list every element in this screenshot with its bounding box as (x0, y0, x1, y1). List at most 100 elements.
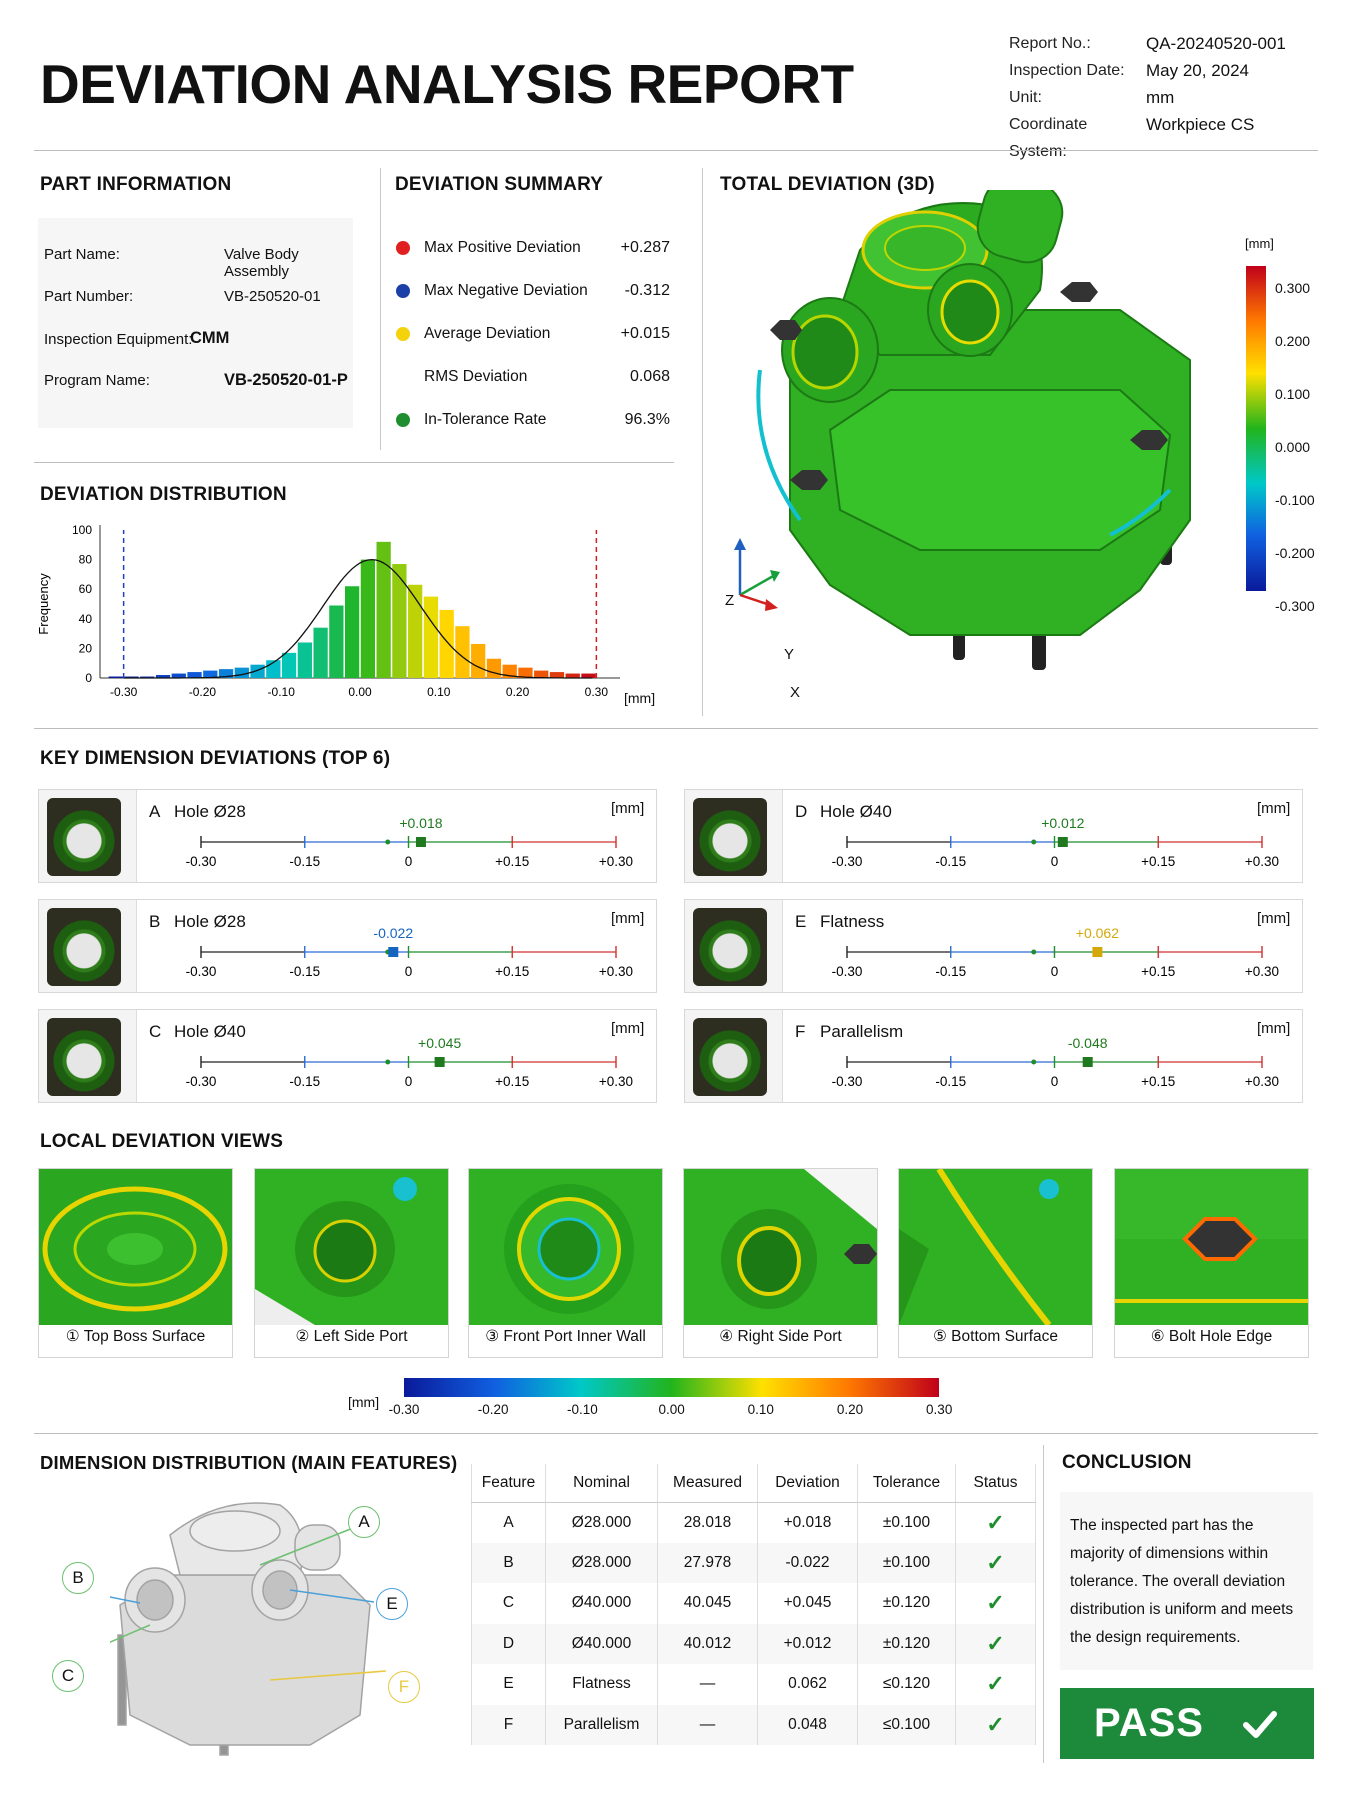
histogram-bar (171, 673, 186, 678)
histogram-bar (155, 675, 171, 678)
scale-tick-label: -0.30 (832, 854, 863, 869)
local-view-card[interactable]: ① Top Boss Surface (38, 1168, 233, 1358)
scale-tick-label: +0.15 (1141, 964, 1175, 979)
histogram-bar (360, 559, 376, 678)
scale-tick-label: 0 (405, 964, 413, 979)
scale-tick-label: 0 (1051, 854, 1059, 869)
local-scale-tick: 0.30 (926, 1402, 953, 1417)
local-view-card[interactable]: ③ Front Port Inner Wall (468, 1168, 663, 1358)
scale-tick: 0.100 (1275, 386, 1311, 402)
histogram-bar (565, 673, 580, 678)
dimension-name: Parallelism (820, 1022, 904, 1041)
dimension-scale: -0.30 -0.15 0 +0.15 +0.30 -0.048 (832, 1035, 1279, 1089)
table-cell: ±0.120 (857, 1583, 956, 1624)
local-view-card[interactable]: ② Left Side Port (254, 1168, 449, 1358)
dimension-card: E Flatness [mm] -0.30 -0.15 0 +0.15 +0.30 +0.… (684, 899, 1303, 993)
program-value: VB-250520-01-P (224, 371, 348, 389)
scale-tick-label: +0.30 (599, 964, 633, 979)
part-name-value: Valve Body Assembly (224, 246, 299, 280)
status-check-icon: ✓ (955, 1664, 1036, 1705)
histogram-bar (376, 541, 391, 678)
scale-tick: 0.200 (1275, 333, 1311, 349)
callout-c: C (52, 1660, 84, 1692)
histogram-bar (455, 626, 470, 678)
histogram-bar (408, 584, 423, 678)
meta-key: Unit: (1009, 89, 1042, 106)
dimension-scale: -0.30 -0.15 0 +0.15 +0.30 +0.018 (186, 815, 633, 869)
local-view-image (39, 1169, 232, 1325)
table-cell: D (471, 1623, 546, 1664)
local-view-caption: ⑤ Bottom Surface (932, 1328, 1059, 1345)
local-scale-tick: -0.30 (388, 1402, 420, 1417)
table-header-row: Feature Nominal Measured Deviation Toler… (471, 1464, 1036, 1503)
meta-key: Inspection Date: (1009, 62, 1125, 79)
local-scale-tick: -0.10 (567, 1402, 598, 1417)
red-dot-icon (396, 241, 410, 255)
table-row: E Flatness —0.062 ≤0.120 ✓ (471, 1664, 1036, 1705)
x-tick-label: -0.20 (189, 685, 217, 699)
scale-tick: 0.300 (1275, 280, 1311, 296)
table-cell: ±0.120 (857, 1623, 956, 1664)
report-title: DEVIATION ANALYSIS REPORT (40, 53, 854, 115)
local-view-caption: ⑥ Bolt Hole Edge (1150, 1328, 1273, 1345)
scale-tick-label: -0.30 (186, 1074, 217, 1089)
callout-a: A (348, 1506, 380, 1538)
table-cell: A (471, 1502, 546, 1543)
meta-value: mm (1146, 88, 1175, 107)
local-view-image (899, 1169, 1092, 1325)
histogram-bar (297, 642, 312, 678)
local-view-card[interactable]: ⑥ Bolt Hole Edge (1114, 1168, 1309, 1358)
dimension-scale: -0.30 -0.15 0 +0.15 +0.30 -0.022 (186, 925, 633, 979)
table-cell: -0.022 (757, 1542, 858, 1583)
report-meta: Report No.: QA-20240520-001 Inspection Da… (1009, 30, 1286, 165)
scale-tick-label: +0.30 (599, 1074, 633, 1089)
scale-tick-label: 0 (1051, 1074, 1059, 1089)
status-check-icon: ✓ (955, 1623, 1036, 1664)
summary-label: In-Tolerance Rate (424, 411, 547, 428)
callout-e: E (376, 1588, 408, 1620)
column-header: Feature (471, 1464, 546, 1503)
x-tick-label: 0.30 (585, 685, 609, 699)
status-check-icon: ✓ (955, 1542, 1036, 1583)
summary-label: Max Positive Deviation (424, 239, 581, 256)
status-check-icon: ✓ (955, 1502, 1036, 1543)
scale-tick-label: +0.15 (1141, 854, 1175, 869)
table-cell: Parallelism (545, 1704, 658, 1745)
pass-badge: PASS (1060, 1688, 1314, 1759)
dimension-letter: D (795, 802, 808, 821)
table-row: B Ø28.000 27.978 -0.022 ±0.100 ✓ (471, 1542, 1036, 1583)
part-number-value: VB-250520-01 (224, 288, 321, 305)
histogram-bar (344, 586, 360, 678)
table-cell: Flatness (545, 1664, 658, 1705)
deviation-value: +0.062 (1076, 925, 1119, 941)
local-view-image (1115, 1169, 1308, 1325)
summary-label: Average Deviation (424, 325, 551, 342)
meta-row: Inspection Date: May 20, 2024 (1009, 57, 1286, 84)
dimension-unit: [mm] (611, 910, 645, 927)
scale-tick: 0.000 (1275, 439, 1311, 455)
dim-dist-heading: DIMENSION DISTRIBUTION (MAIN FEATURES) (40, 1452, 458, 1473)
dimension-scale: -0.30 -0.15 0 +0.15 +0.30 +0.045 (186, 1035, 633, 1089)
histogram-bar (549, 672, 565, 678)
local-view-card[interactable]: ⑤ Bottom Surface (898, 1168, 1093, 1358)
divider (34, 728, 1318, 729)
scale-tick: -0.300 (1275, 598, 1315, 614)
histogram-bar (234, 667, 249, 678)
scale-tick-label: +0.15 (495, 1074, 529, 1089)
table-cell: Ø28.000 (545, 1502, 658, 1543)
local-view-card[interactable]: ④ Right Side Port (683, 1168, 878, 1358)
local-view-caption: ③ Front Port Inner Wall (485, 1328, 646, 1345)
histogram-bar (313, 627, 328, 678)
deviation-marker (1082, 1057, 1093, 1067)
divider (1043, 1445, 1044, 1763)
dimension-thumbnail (685, 790, 783, 882)
key-dims-heading: KEY DIMENSION DEVIATIONS (TOP 6) (40, 748, 391, 769)
scale-tick-label: -0.15 (935, 964, 966, 979)
table-cell: 27.978 (657, 1542, 758, 1583)
summary-row: Max Positive Deviation +0.287 (396, 228, 670, 268)
table-cell: Ø40.000 (545, 1623, 658, 1664)
scale-unit: [mm] (1245, 236, 1274, 251)
scale-tick-label: 0 (405, 854, 413, 869)
x-tick-label: 0.20 (506, 685, 530, 699)
scale-tick-label: +0.30 (1245, 854, 1279, 869)
